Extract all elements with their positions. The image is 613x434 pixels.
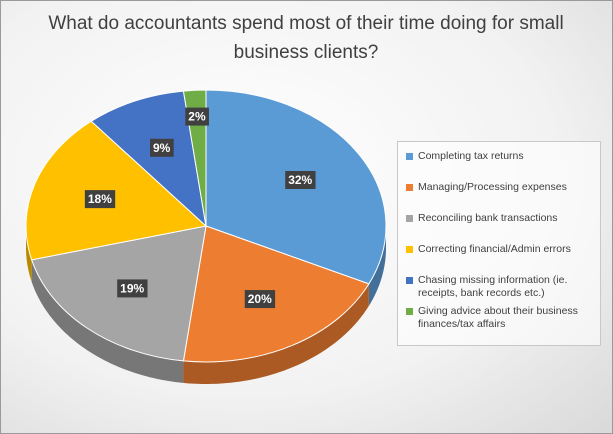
legend-label: Managing/Processing expenses bbox=[418, 181, 567, 193]
legend-label: Reconciling bank transactions bbox=[418, 212, 558, 224]
slice bbox=[182, 225, 370, 363]
data-label-bg bbox=[285, 170, 316, 189]
legend-label: Completing tax returns bbox=[418, 150, 524, 162]
legend-label: Giving advice about their business finan… bbox=[418, 305, 578, 330]
data-label-bg bbox=[150, 138, 174, 157]
legend-entry: Completing tax returns bbox=[406, 150, 594, 181]
data-label-bg bbox=[84, 190, 116, 209]
legend-swatch bbox=[406, 153, 413, 160]
legend: Completing tax returns Managing/Processin… bbox=[397, 141, 601, 346]
legend-swatch bbox=[406, 184, 413, 191]
slice bbox=[90, 90, 207, 228]
slice-side bbox=[368, 226, 386, 306]
data-label: 9% bbox=[153, 141, 171, 155]
data-label: 32% bbox=[288, 173, 312, 187]
legend-entry: Correcting financial/Admin errors bbox=[406, 243, 594, 274]
legend-swatch bbox=[406, 277, 413, 284]
slice-side bbox=[183, 283, 369, 384]
data-label-bg bbox=[117, 279, 148, 298]
data-label: 19% bbox=[120, 281, 144, 295]
legend-entry: Chasing missing information (ie. receipt… bbox=[406, 274, 594, 305]
legend-entry: Reconciling bank transactions bbox=[406, 212, 594, 243]
data-label: 20% bbox=[248, 292, 272, 306]
legend-entry: Managing/Processing expenses bbox=[406, 181, 594, 212]
slice-side bbox=[31, 259, 184, 383]
data-label-bg bbox=[185, 107, 209, 126]
legend-label: Correcting financial/Admin errors bbox=[418, 243, 571, 255]
legend-swatch bbox=[406, 215, 413, 222]
data-label-bg bbox=[244, 290, 276, 309]
slice bbox=[25, 120, 208, 261]
slice-side bbox=[26, 226, 32, 282]
legend-entry: Giving advice about their business finan… bbox=[406, 305, 594, 336]
data-label: 18% bbox=[88, 192, 112, 206]
legend-swatch bbox=[406, 246, 413, 253]
chart-title: What do accountants spend most of their … bbox=[48, 13, 564, 63]
legend-label: Chasing missing information (ie. receipt… bbox=[418, 274, 568, 299]
data-label: 2% bbox=[188, 110, 206, 124]
legend-swatch bbox=[406, 308, 413, 315]
